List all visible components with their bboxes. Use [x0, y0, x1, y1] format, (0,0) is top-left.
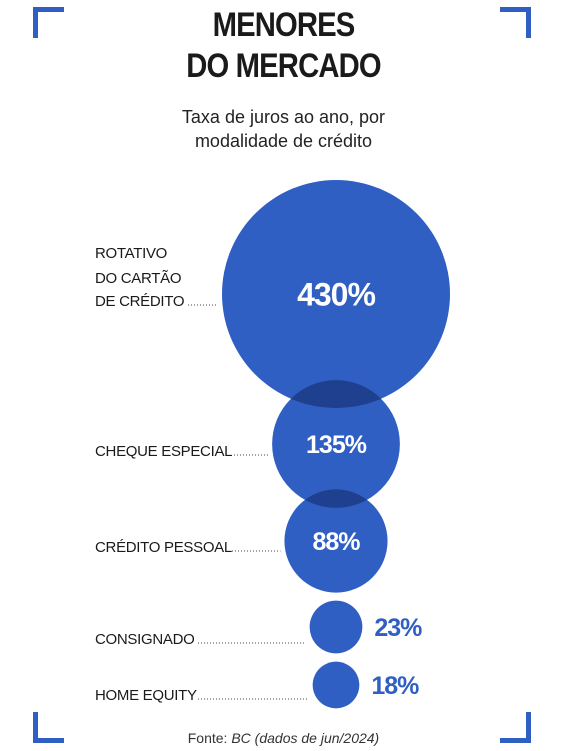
bubble-2 — [284, 489, 388, 593]
category-label-0-2: DE CRÉDITO — [95, 293, 184, 310]
chart-title-line2: DO MERCADO — [186, 47, 381, 85]
source-prefix: Fonte: — [187, 730, 232, 746]
category-label-2-0: CRÉDITO PESSOAL — [95, 539, 232, 556]
value-label-0: 430% — [297, 277, 375, 313]
source-detail: (dados de jun/2024) — [250, 730, 380, 746]
category-label-4-0: HOME EQUITY — [95, 687, 197, 704]
corner-bottom-right — [500, 712, 531, 743]
bubble-0 — [222, 180, 450, 408]
value-label-1: 135% — [306, 431, 367, 459]
corner-top-right — [500, 7, 531, 38]
source-note: Fonte: BC (dados de jun/2024) — [0, 730, 567, 746]
category-label-1-0: CHEQUE ESPECIAL — [95, 443, 232, 460]
chart-title-line1: MENORES — [212, 6, 356, 44]
value-label-4: 18% — [371, 672, 419, 700]
bubble-3 — [309, 600, 363, 654]
bubble-4 — [312, 661, 360, 709]
value-label-2: 88% — [312, 528, 360, 556]
category-label-0-1: DO CARTÃO — [95, 270, 181, 287]
bubble-1 — [272, 380, 400, 508]
source-name: BC — [231, 730, 251, 746]
corner-top-left — [33, 7, 64, 38]
value-label-3: 23% — [374, 614, 422, 642]
category-label-0-0: ROTATIVO — [95, 245, 167, 262]
corner-bottom-left — [33, 712, 64, 743]
chart-subtitle-line2: modalidade de crédito — [194, 131, 373, 151]
chart-subtitle-line1: Taxa de juros ao ano, por — [181, 107, 386, 127]
category-label-3-0: CONSIGNADO — [95, 631, 195, 648]
